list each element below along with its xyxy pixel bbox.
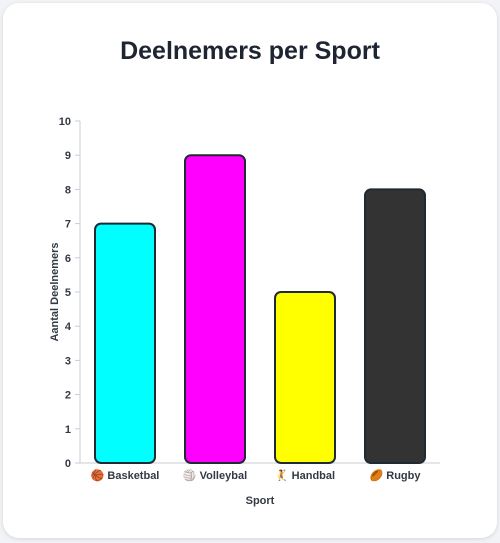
x-tick-text: Volleybal xyxy=(200,470,247,482)
x-axis-title: Sport xyxy=(246,495,275,507)
y-tick-label: 1 xyxy=(65,424,71,436)
bars xyxy=(94,154,426,464)
y-tick-label: 8 xyxy=(65,184,71,196)
y-axis-title: Aantal Deelnemers xyxy=(49,242,61,341)
sport-icon: 🤾 xyxy=(275,469,292,482)
bar xyxy=(184,154,246,464)
x-tick-label: 🏉 Rugby xyxy=(369,468,422,482)
x-tick-label: 🏐 Volleybal xyxy=(183,469,247,482)
y-tick-label: 10 xyxy=(59,116,71,128)
y-tick-label: 6 xyxy=(65,253,71,265)
y-tick-label: 0 xyxy=(65,458,71,470)
x-tick-text: Rugby xyxy=(386,470,421,482)
y-tick-label: 5 xyxy=(65,287,71,299)
y-tick-label: 7 xyxy=(65,219,71,231)
bar xyxy=(94,222,156,464)
x-tick-text: Basketbal xyxy=(107,470,159,482)
x-tick-label: 🤾 Handbal xyxy=(275,469,335,482)
chart-title: Deelnemers per Sport xyxy=(120,37,380,65)
x-tick-text: Handbal xyxy=(292,470,335,482)
y-axis-ticks: 0 1 2 3 4 5 6 7 8 9 10 xyxy=(59,116,80,470)
y-tick-label: 4 xyxy=(65,321,72,333)
y-tick-label: 9 xyxy=(65,150,71,162)
y-tick-label: 3 xyxy=(65,355,71,367)
sport-icon: 🏀 xyxy=(91,468,108,483)
y-tick-label: 2 xyxy=(65,390,71,402)
x-axis-labels: 🏀 Basketbal 🏐 Volleybal 🤾 Handbal 🏉 Rugby xyxy=(91,468,422,483)
bar xyxy=(274,291,336,464)
sport-icon: 🏉 xyxy=(369,468,387,482)
bar xyxy=(364,188,426,464)
sport-icon: 🏐 xyxy=(183,469,200,482)
x-tick-label: 🏀 Basketbal xyxy=(91,468,160,483)
